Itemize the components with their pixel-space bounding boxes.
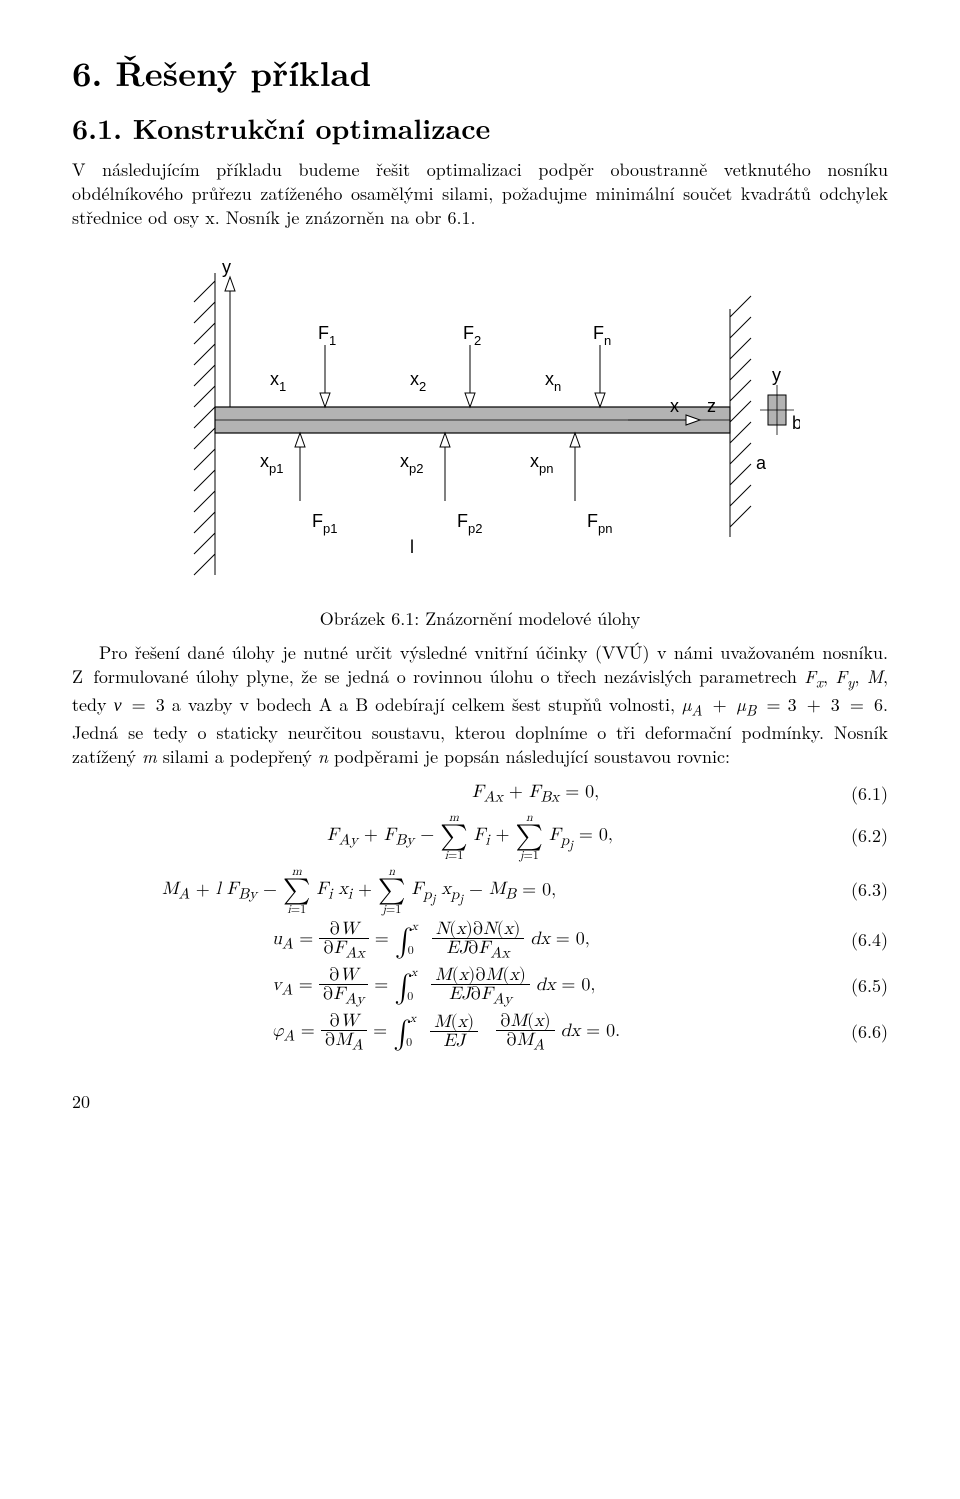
page-number: 20 [72,1090,888,1114]
force-top-n: Fn [593,323,611,348]
force-top-1: F1 [318,323,336,348]
eq-6-6: φA = ∂W ∂MA = ∫x0 M(x) EJ ∂M(x) ∂MA dx =… [272,1012,818,1054]
force-top-2: F2 [463,323,481,348]
x-bot-1: xp1 [260,451,283,476]
eq-num-6-5: (6.5) [818,974,888,998]
eq-num-6-4: (6.4) [818,928,888,952]
chapter-title: 6. Řešený příklad [72,50,888,96]
section-a-label: a [756,453,767,473]
left-support-hatch [194,273,215,575]
eq-6-3: MA + l FBy − m ∑ i=1 Fi xi + n ∑ j=1 Fpj… [162,866,818,916]
right-support-hatch [730,296,751,537]
paragraph-body: Pro řešení dané úlohy je nutné určit výs… [72,641,888,770]
force-bot-n: Fpn [587,511,612,536]
y-axis [225,277,235,407]
x-axis-label: x [670,396,679,416]
x-bot-n: xpn [530,451,553,476]
figure-caption: Obrázek 6.1: Znázornění modelové úlohy [72,607,888,631]
eq-6-2: FAy + FBy − m ∑ i=1 Fi + n ∑ j=1 Fpj = 0… [272,812,818,862]
eq-num-6-2: (6.2) [818,824,888,848]
z-axis-label: z [707,396,716,416]
top-forces [320,345,605,407]
eq-6-1: FAx + FBx = 0, [272,780,818,808]
eq-num-6-3: (6.3) [818,878,888,902]
length-label: l [410,537,414,557]
x-top-n: xn [545,369,561,394]
eq-num-6-1: (6.1) [818,782,888,806]
cross-section [760,385,794,435]
x-top-1: x1 [270,369,286,394]
beam-diagram: y x z F1 F2 Fn x1 x2 xn xp1 xp2 xpn Fp1 … [160,257,800,587]
equation-block: FAx + FBx = 0, (6.1) FAy + FBy − m ∑ i=1… [72,780,888,1054]
figure-6-1: y x z F1 F2 Fn x1 x2 xn xp1 xp2 xpn Fp1 … [72,257,888,593]
force-bot-2: Fp2 [457,511,482,536]
eq-6-5: vA = ∂W ∂FAy = ∫x0 M(x)∂M(x) EJ∂FAy dx =… [272,966,818,1008]
paragraph-intro: V následujícím příkladu budeme řešit opt… [72,158,888,231]
section-b-label: b [792,413,800,433]
section-y-label: y [772,365,781,385]
x-top-2: x2 [410,369,426,394]
y-axis-label: y [222,257,231,277]
x-bot-2: xp2 [400,451,423,476]
eq-num-6-6: (6.6) [818,1020,888,1044]
section-title: 6.1. Konstrukční optimalizace [72,110,888,148]
force-bot-1: Fp1 [312,511,337,536]
eq-6-4: uA = ∂W ∂FAx = ∫x0 N(x)∂N(x) EJ∂FAx dx =… [272,920,818,962]
